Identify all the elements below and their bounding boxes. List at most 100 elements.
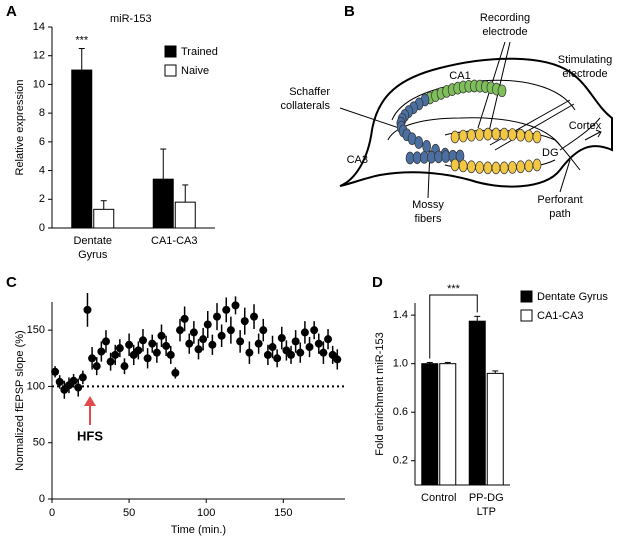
x-axis-label: Time (min.): [171, 524, 226, 536]
point: [194, 345, 203, 354]
point: [199, 335, 208, 344]
legend-label: Trained: [181, 46, 218, 58]
point: [74, 383, 83, 392]
point: [138, 336, 147, 345]
point: [111, 350, 120, 359]
point: [101, 337, 110, 346]
legend-swatch: [164, 45, 177, 58]
y-tick-label: 1.0: [393, 358, 408, 370]
bar: [174, 201, 196, 229]
point: [273, 354, 282, 363]
diagram-label: Recording electrode: [480, 12, 530, 38]
point: [296, 348, 305, 357]
dg-cell: [516, 128, 525, 142]
x-tick-label: 150: [274, 507, 292, 519]
dg-cell: [483, 161, 493, 175]
point: [69, 376, 78, 385]
point: [263, 350, 272, 359]
dg-cell: [499, 161, 509, 175]
dg-cell: [491, 127, 501, 141]
bar: [93, 208, 115, 229]
dg-cell: [467, 128, 476, 142]
bar: [468, 320, 486, 486]
point: [175, 326, 184, 335]
point: [55, 377, 64, 386]
point: [324, 335, 333, 344]
dg-cell: [524, 159, 534, 173]
y-tick-label: 0.2: [393, 455, 408, 467]
point: [125, 340, 134, 349]
point: [97, 347, 106, 356]
diagram-label: Perforant path: [537, 194, 582, 220]
point: [305, 343, 314, 352]
y-tick-label: 100: [27, 380, 45, 392]
x-tick-label: Control: [421, 492, 456, 504]
x-tick-label: CA1-CA3: [151, 235, 197, 247]
bar: [421, 363, 439, 486]
y-tick-label: 14: [33, 21, 45, 33]
legend-swatch: [520, 290, 533, 303]
y-tick-label: 150: [27, 324, 45, 336]
dg-cell: [458, 129, 468, 143]
point: [83, 305, 92, 314]
dg-cell: [475, 161, 484, 174]
point: [166, 350, 175, 359]
y-tick-label: 2: [39, 193, 45, 205]
y-tick-label: 50: [33, 437, 45, 449]
diagram-label: DG: [542, 147, 559, 159]
point: [310, 326, 319, 335]
panel-label: B: [344, 3, 355, 20]
dg-cell: [499, 127, 509, 141]
point: [319, 348, 328, 357]
y-tick-label: 1.4: [393, 309, 408, 321]
point: [268, 343, 277, 352]
y-axis-label: Normalized fEPSP slope (%): [14, 330, 26, 470]
dg-cell: [467, 160, 476, 174]
dg-cell: [450, 130, 460, 144]
point: [226, 326, 235, 335]
legend-label: Naive: [181, 65, 209, 77]
point: [213, 312, 222, 321]
point: [203, 320, 212, 329]
dg-cell: [524, 129, 534, 143]
point: [134, 346, 143, 355]
dg-cell: [516, 160, 525, 174]
point: [277, 334, 286, 343]
point: [259, 326, 268, 335]
point: [217, 331, 226, 340]
point: [189, 328, 198, 337]
point: [115, 344, 124, 353]
legend-label: Dentate Gyrus: [537, 291, 608, 303]
y-tick-label: 12: [33, 50, 45, 62]
panel-label: D: [372, 274, 383, 291]
x-tick-label: 0: [49, 507, 55, 519]
significance-bracket: [429, 294, 478, 359]
point: [240, 317, 249, 326]
bar: [486, 372, 504, 486]
bar: [439, 363, 457, 486]
point: [88, 354, 97, 363]
point: [300, 328, 309, 337]
cortex-arrow: [584, 129, 602, 141]
annotation: ***: [75, 34, 89, 46]
ca3-cell: [422, 140, 432, 153]
point: [208, 340, 217, 349]
point: [333, 355, 342, 364]
y-tick-label: 0.6: [393, 406, 408, 418]
point: [143, 354, 152, 363]
point: [231, 301, 240, 310]
dg-cell: [475, 128, 484, 141]
y-tick-label: 10: [33, 78, 45, 90]
point: [152, 348, 161, 357]
diagram-label: Schaffer collaterals: [280, 86, 330, 112]
point: [254, 339, 263, 348]
ca3-cell: [414, 136, 424, 149]
legend-swatch: [520, 309, 533, 322]
bar: [152, 178, 174, 229]
panel-label: C: [6, 274, 17, 291]
dg-cell: [508, 128, 517, 141]
y-tick-label: 0: [39, 222, 45, 234]
y-tick-label: 0: [39, 493, 45, 505]
point: [171, 368, 180, 377]
